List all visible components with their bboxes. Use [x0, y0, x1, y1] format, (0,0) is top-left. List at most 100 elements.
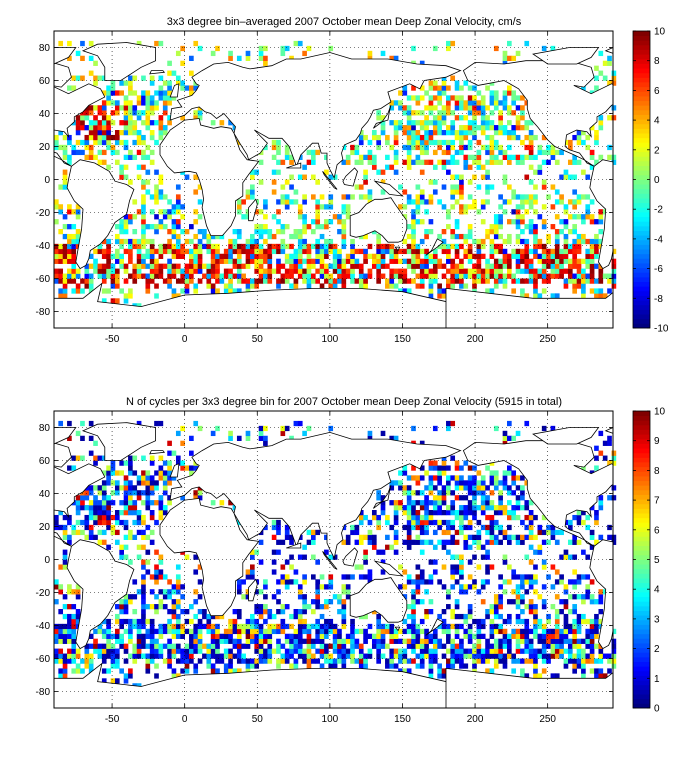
bin-cell: [350, 278, 355, 284]
bin-cell: [145, 524, 151, 531]
bin-cell: [467, 243, 473, 250]
bin-cell: [350, 653, 355, 659]
bin-cell: [398, 248, 403, 255]
bin-cell: [594, 465, 599, 471]
bin-cell: [62, 169, 68, 175]
bin-cell: [132, 139, 138, 146]
bin-cell: [363, 534, 368, 540]
bin-cell: [428, 490, 434, 496]
colorbar-step: [633, 188, 650, 194]
bin-cell: [563, 613, 569, 620]
bin-cell: [598, 293, 604, 299]
bin-cell: [276, 263, 281, 269]
bin-cell: [498, 278, 503, 284]
colorbar-step: [633, 137, 650, 143]
bin-cell: [162, 209, 168, 215]
bin-cell: [141, 184, 146, 190]
bin-cell: [380, 120, 386, 126]
bin-cell: [541, 584, 547, 590]
bin-cell: [267, 258, 273, 264]
bin-cell: [267, 248, 273, 255]
bin-cell: [520, 115, 525, 121]
bin-cell: [450, 475, 456, 481]
land-outline: [394, 626, 401, 632]
bin-cell: [406, 524, 412, 531]
bin-cell: [450, 455, 456, 461]
bin-cell: [263, 425, 268, 432]
bin-cell: [167, 623, 172, 630]
land-outline: [589, 539, 613, 650]
bin-cell: [385, 248, 390, 255]
bin-cell: [306, 643, 312, 649]
bin-cell: [271, 628, 277, 635]
bin-cell: [106, 90, 111, 96]
bin-cell: [162, 130, 168, 136]
bin-cell: [306, 149, 312, 156]
bin-cell: [424, 539, 429, 545]
bin-cell: [459, 174, 464, 180]
bin-cell: [424, 638, 429, 644]
bin-cell: [472, 539, 477, 545]
bin-cell: [97, 490, 103, 496]
bin-cell: [598, 238, 604, 245]
bin-cell: [171, 204, 177, 210]
bin-cell: [411, 500, 416, 506]
bin-cell: [358, 574, 364, 580]
bin-cell: [276, 539, 281, 545]
bin-cell: [175, 50, 181, 57]
bin-cell: [589, 628, 595, 635]
bin-cell: [607, 60, 612, 66]
bin-cell: [476, 278, 482, 284]
bin-cell: [162, 485, 168, 491]
bin-cell: [563, 219, 569, 225]
bin-cell: [154, 638, 159, 644]
bin-cell: [128, 633, 133, 639]
bin-cell: [80, 455, 85, 461]
colorbar-tick-label: 0: [654, 704, 660, 715]
bin-cell: [554, 613, 560, 620]
bin-cell: [550, 534, 556, 540]
bin-cell: [189, 643, 194, 649]
bin-cell: [123, 495, 129, 501]
bin-cell: [123, 534, 129, 540]
bin-cell: [228, 500, 233, 506]
bin-cell: [119, 90, 124, 96]
bin-cell: [210, 663, 216, 669]
bin-cell: [158, 633, 164, 639]
bin-cell: [541, 623, 547, 630]
bin-cell: [424, 199, 429, 205]
bin-cell: [533, 199, 538, 205]
bin-cell: [193, 663, 199, 669]
bin-cell: [276, 139, 281, 146]
bin-cell: [502, 283, 508, 289]
bin-cell: [598, 268, 604, 274]
bin-cell: [210, 258, 216, 264]
bin-cell: [550, 425, 556, 432]
bin-cell: [493, 273, 499, 279]
bin-cell: [406, 628, 412, 635]
bin-cell: [371, 154, 377, 160]
bin-cell: [114, 613, 120, 620]
bin-cell: [415, 283, 421, 289]
bin-cell: [62, 154, 68, 160]
bin-cell: [245, 50, 251, 57]
bin-cell: [180, 425, 185, 432]
bin-cell: [502, 154, 508, 160]
bin-cell: [141, 475, 146, 481]
bin-cell: [75, 663, 81, 669]
bin-cell: [123, 298, 129, 304]
bin-cell: [581, 465, 586, 471]
bin-cell: [428, 293, 434, 299]
bin-cell: [337, 214, 342, 220]
bin-cell: [263, 60, 268, 66]
bin-cell: [428, 599, 434, 605]
bin-cell: [154, 263, 159, 269]
bin-cell: [463, 204, 469, 210]
bin-cell: [424, 510, 429, 516]
bin-cell: [171, 95, 177, 101]
bin-cell: [171, 623, 177, 630]
bin-cell: [415, 273, 421, 279]
bin-cell: [398, 90, 403, 96]
bin-cell: [450, 490, 456, 496]
bin-cell: [402, 658, 408, 664]
